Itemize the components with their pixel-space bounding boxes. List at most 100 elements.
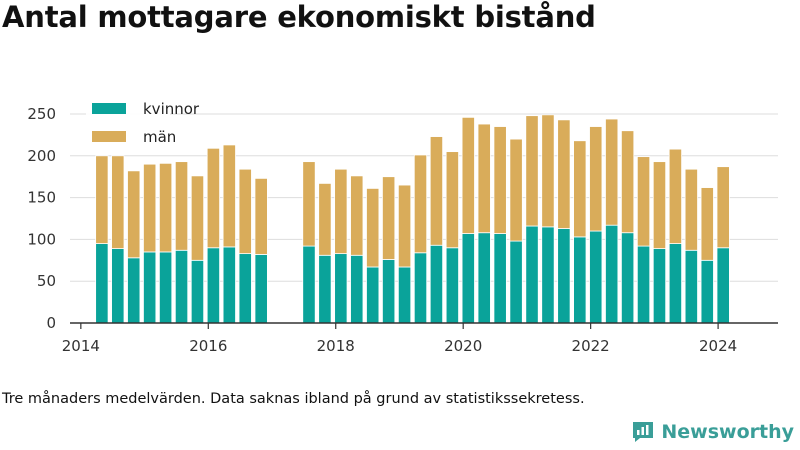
brand-logo: Newsworthy <box>631 420 794 444</box>
legend-label-man: män <box>143 128 176 146</box>
bar-man <box>429 136 444 246</box>
bar-man <box>461 116 475 234</box>
bar-kvinnor <box>206 247 220 324</box>
legend: kvinnor män <box>86 96 200 154</box>
bar-kvinnor <box>493 233 507 324</box>
bar-kvinnor <box>318 254 332 324</box>
bar-kvinnor <box>334 253 348 324</box>
bar-kvinnor <box>382 259 396 324</box>
chart-title: Antal mottagare ekonomiskt bistånd <box>2 0 596 34</box>
bar-kvinnor <box>557 228 571 324</box>
bars <box>95 114 730 324</box>
bar-man <box>668 148 683 244</box>
bar-kvinnor <box>429 244 444 324</box>
bar-kvinnor <box>636 245 651 324</box>
bar-man <box>206 147 220 249</box>
bar-man <box>652 161 667 249</box>
bar-kvinnor <box>605 224 619 324</box>
x-tick-label: 2018 <box>317 337 355 355</box>
bar-kvinnor <box>158 251 173 324</box>
y-tick-label: 200 <box>27 147 56 165</box>
bar-man <box>334 168 348 255</box>
x-tick-label: 2020 <box>444 337 482 355</box>
bar-man <box>557 119 571 229</box>
footnote: Tre månaders medelvärden. Data saknas ib… <box>2 391 585 407</box>
bar-kvinnor <box>143 251 157 324</box>
bar-kvinnor <box>525 225 539 324</box>
bar-kvinnor <box>668 243 683 324</box>
bar-man <box>190 175 205 261</box>
bar-man <box>95 155 109 244</box>
bar-kvinnor <box>477 232 491 324</box>
x-tick-label: 2024 <box>699 337 737 355</box>
bar-man <box>509 138 523 242</box>
bar-man <box>620 130 635 234</box>
x-axis-ticks: 2014 2016 2018 2020 2022 2024 <box>62 323 737 355</box>
bar-kvinnor <box>684 249 698 324</box>
y-axis-ticks: 0 50 100 150 200 250 <box>27 105 56 332</box>
bar-kvinnor <box>445 247 459 324</box>
bar-man <box>413 154 428 254</box>
bar-man <box>350 175 364 256</box>
bar-man <box>716 166 730 249</box>
bar-man <box>477 123 491 234</box>
y-tick-label: 50 <box>37 272 56 290</box>
bar-man <box>493 126 507 234</box>
bar-man <box>541 114 555 228</box>
bar-kvinnor <box>190 259 205 324</box>
bar-kvinnor <box>652 248 667 324</box>
bar-kvinnor <box>461 233 475 324</box>
bar-man <box>605 118 619 226</box>
legend-swatch-man <box>92 131 126 142</box>
bar-man <box>174 161 189 251</box>
bar-man <box>525 115 539 227</box>
bar-man <box>238 168 252 255</box>
newsworthy-icon <box>633 422 654 442</box>
bar-man <box>254 177 268 255</box>
y-tick-label: 0 <box>46 314 56 332</box>
bar-man <box>636 156 651 247</box>
bar-man <box>111 155 125 249</box>
bar-kvinnor <box>573 236 587 324</box>
bar-kvinnor <box>222 246 236 324</box>
bar-man <box>445 151 459 249</box>
y-tick-label: 250 <box>27 105 56 123</box>
bar-kvinnor <box>413 252 428 324</box>
bar-man <box>573 140 587 238</box>
bar-kvinnor <box>541 226 555 324</box>
bar-kvinnor <box>127 257 141 324</box>
bar-kvinnor <box>111 248 125 324</box>
bar-man <box>700 187 714 261</box>
bar-man <box>589 126 603 232</box>
brand-name: Newsworthy <box>661 421 794 443</box>
bar-man <box>382 176 396 260</box>
chart: 0 50 100 150 200 250 2014 2016 2018 2020 2022 2024… <box>27 96 778 355</box>
bar-kvinnor <box>397 266 412 324</box>
bar-man <box>127 170 141 259</box>
x-tick-label: 2014 <box>62 337 100 355</box>
y-tick-label: 150 <box>27 189 56 207</box>
bar-kvinnor <box>716 247 730 324</box>
bar-kvinnor <box>700 259 714 324</box>
bar-kvinnor <box>620 232 635 324</box>
bar-kvinnor <box>238 253 252 324</box>
bar-man <box>158 162 173 253</box>
bar-man <box>684 168 698 251</box>
x-tick-label: 2022 <box>572 337 610 355</box>
bar-kvinnor <box>302 245 316 324</box>
bar-kvinnor <box>509 240 523 324</box>
bar-kvinnor <box>589 230 603 324</box>
bar-kvinnor <box>254 254 268 324</box>
bar-man <box>318 182 332 256</box>
bar-man <box>397 184 412 268</box>
bar-man <box>222 144 236 248</box>
legend-swatch-kvinnor <box>92 103 126 114</box>
bar-kvinnor <box>366 266 380 324</box>
x-tick-label: 2016 <box>189 337 227 355</box>
legend-label-kvinnor: kvinnor <box>143 100 200 118</box>
bar-man <box>143 163 157 253</box>
y-tick-label: 100 <box>27 230 56 248</box>
bar-man <box>366 188 380 268</box>
bar-man <box>302 161 316 247</box>
bar-kvinnor <box>95 243 109 324</box>
